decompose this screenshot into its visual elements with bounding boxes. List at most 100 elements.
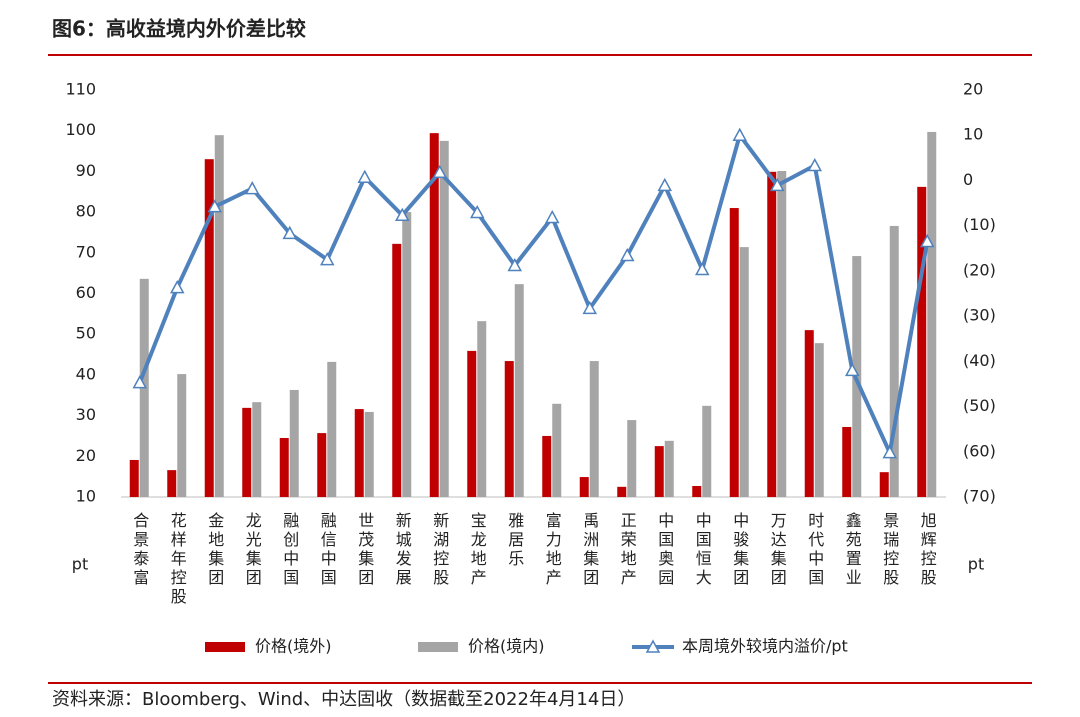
x-tick-label: 鑫苑置业 [843,511,862,588]
line-marker [432,164,448,179]
line-marker [844,362,860,377]
y-tick-label: 70 [76,242,96,261]
line-marker [807,157,823,172]
y-tick-label: 110 [65,80,96,99]
y-tick-label: 100 [65,120,96,139]
legend-swatch [418,642,458,652]
y2-axis-label: pt [968,555,984,574]
line-marker [882,445,898,459]
x-tick-label: 旭辉控股 [918,512,937,588]
y2-tick-label: 20 [963,80,983,99]
bar [664,440,674,497]
line-marker [919,233,935,248]
line-marker [394,207,410,222]
legend-swatch [205,642,245,652]
bar [327,361,337,497]
x-tick-label: 景瑞控股 [880,512,899,588]
bar [729,208,739,497]
x-tick-label: 金地集团 [205,512,224,588]
y2-tick-label: (70) [963,487,996,506]
bar [814,343,824,497]
x-tick-label: 中骏集团 [730,512,749,588]
bar [177,374,187,497]
bar [804,330,814,497]
bar [767,171,777,497]
bar [627,420,637,497]
line-marker [469,204,485,219]
bar [702,405,712,497]
chart-title: 图6：高收益境内外价差比较 [52,17,306,41]
bar [842,426,852,497]
bar [439,140,449,497]
x-tick-label: 世茂集团 [355,512,374,588]
line-marker [582,300,598,315]
bar [317,433,327,497]
line-marker [132,375,148,389]
bar [252,402,262,497]
bar [552,403,562,497]
bar [692,486,702,497]
y-axis-label: pt [72,555,88,574]
y-tick-label: 50 [76,324,96,343]
x-tick-label: 中国恒大 [693,512,712,588]
line-marker [694,261,710,276]
y2-tick-label: 0 [963,170,973,189]
bar [354,409,364,497]
y-tick-label: 60 [76,283,96,302]
line-marker [169,280,185,294]
line [137,133,930,455]
y-tick-label: 40 [76,364,96,383]
y-tick-label: 10 [76,487,96,506]
line-marker [544,209,560,224]
y-tick-label: 30 [76,405,96,424]
source-note: 资料来源：Bloomberg、Wind、中达固收（数据截至2022年4月14日） [52,689,635,710]
x-tick-label: 融信中国 [318,512,337,588]
bar [589,361,599,497]
bar [542,435,552,497]
bar [927,131,937,497]
x-tick-label: 宝龙地产 [468,512,487,588]
x-tick-label: 雅居乐 [505,512,524,569]
bar [279,437,289,497]
legend-label: 价格(境内) [468,637,545,656]
legend-marker [645,639,661,653]
y2-tick-label: (50) [963,396,996,415]
bar [504,361,514,497]
legend-label: 本周境外较境内溢价/pt [682,637,848,656]
line-marker [657,177,673,192]
bar [402,212,412,497]
bar [242,407,252,497]
y2-tick-label: (40) [963,351,996,370]
bar [364,411,374,497]
bar [777,170,787,498]
bar [654,446,664,497]
y-tick-label: 90 [76,161,96,180]
x-tick-label: 花样年控股 [168,512,187,607]
line-marker [357,169,373,184]
line-marker [282,225,298,240]
bar [429,133,439,497]
bar [167,470,177,497]
legend-label: 价格(境外) [255,637,332,656]
y-tick-label: 80 [76,202,96,221]
bar [214,135,224,497]
x-tick-label: 禹洲集团 [580,512,599,588]
x-tick-label: 融创中国 [280,512,299,588]
bar [889,225,899,498]
line-marker [732,127,748,141]
x-tick-label: 合景泰富 [130,512,149,588]
line-marker [244,181,260,195]
line-marker [507,257,523,272]
y-tick-label: 20 [76,446,96,465]
y2-tick-label: (30) [963,306,996,325]
y2-tick-label: (10) [963,215,996,234]
line-marker [319,252,335,266]
bar [617,486,627,497]
x-tick-label: 龙光集团 [243,512,262,588]
bar [917,186,927,497]
y2-tick-label: (60) [963,441,996,460]
bar [392,243,402,497]
x-tick-label: 富力地产 [543,512,562,588]
bar [477,321,487,497]
x-tick-label: 万达集团 [768,512,787,588]
